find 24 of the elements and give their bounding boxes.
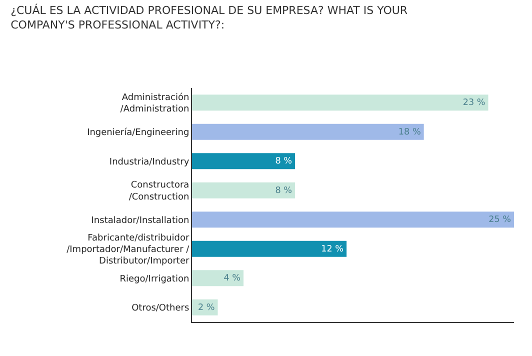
y-tick-label: Industria/Industry (109, 157, 190, 168)
data-label: 23 % (462, 98, 486, 108)
y-tick-label: Administración /Administration (120, 92, 190, 115)
bar (192, 212, 514, 228)
y-tick-label: Fabricante/distribuidor /Importador/Manufacturer / Distributor/Importer (66, 233, 190, 267)
bar (192, 240, 347, 257)
y-tick-label: Riego/Irrigation (120, 274, 190, 284)
data-label: 4 % (224, 274, 241, 284)
y-tick-label: Constructora /Construction (128, 180, 190, 202)
y-tick-label: Instalador/Installation (91, 216, 190, 226)
y-tick-label: Ingeniería/Engineering (87, 127, 190, 138)
data-label: 8 % (275, 156, 292, 167)
bar (192, 270, 244, 286)
bar (192, 124, 424, 140)
chart-title: ¿CUÁL ES LA ACTIVIDAD PROFESIONAL DE SU EMPRESA? WHAT IS YOUR COMPANY'S PROFESSIONAL ACTIVITY?: (10, 3, 408, 32)
data-label: 8 % (275, 186, 292, 196)
data-label: 2 % (198, 302, 215, 313)
bar (192, 153, 296, 170)
data-label: 25 % (488, 215, 511, 226)
data-label: 12 % (321, 244, 344, 254)
data-label: 18 % (398, 127, 421, 138)
bar (192, 182, 296, 198)
bar (192, 94, 488, 111)
y-tick-label: Otros/Others (132, 304, 190, 314)
